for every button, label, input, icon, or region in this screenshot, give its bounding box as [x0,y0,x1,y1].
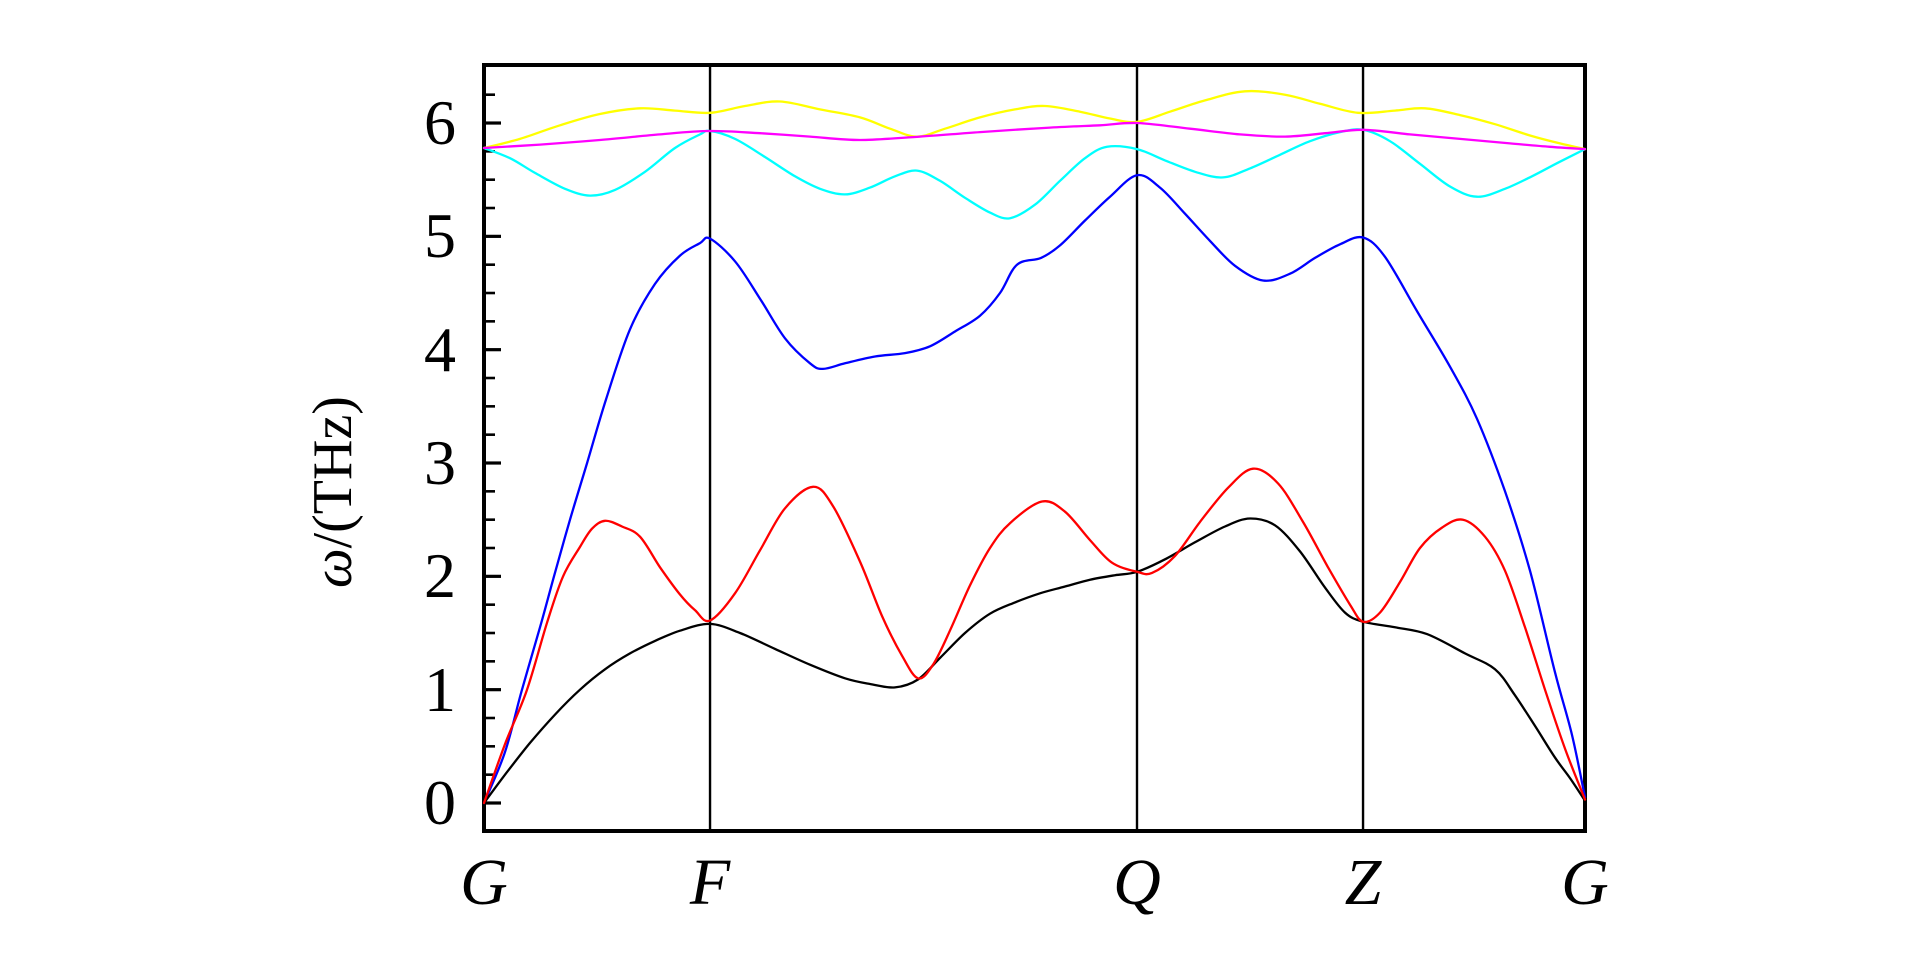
x-symmetry-label-3-z: Z [1344,846,1382,919]
curve-branch-5-magenta [482,121,1587,151]
y-tick-label-6: 6 [424,87,456,159]
curve-branch-1-black [482,517,1587,805]
curve-branch-2-red [482,467,1587,805]
y-tick-label-4: 4 [424,313,456,385]
y-tick-label-1: 1 [424,653,456,725]
x-symmetry-label-2-q: Q [1113,846,1161,919]
y-tick-label-5: 5 [424,200,456,272]
x-symmetry-label-1-f: F [689,846,731,919]
curve-branch-4-cyan [482,128,1587,220]
y-tick-label-3: 3 [424,427,456,498]
curve-branch-3-blue [482,173,1587,805]
x-symmetry-label-0-g: G [460,846,508,919]
plot-frame [482,63,1587,833]
curve-branch-6-yellow [482,89,1587,151]
y-tick-label-0: 0 [424,767,456,838]
x-symmetry-label-4-g: G [1561,846,1609,919]
y-tick-label-2: 2 [424,540,456,612]
